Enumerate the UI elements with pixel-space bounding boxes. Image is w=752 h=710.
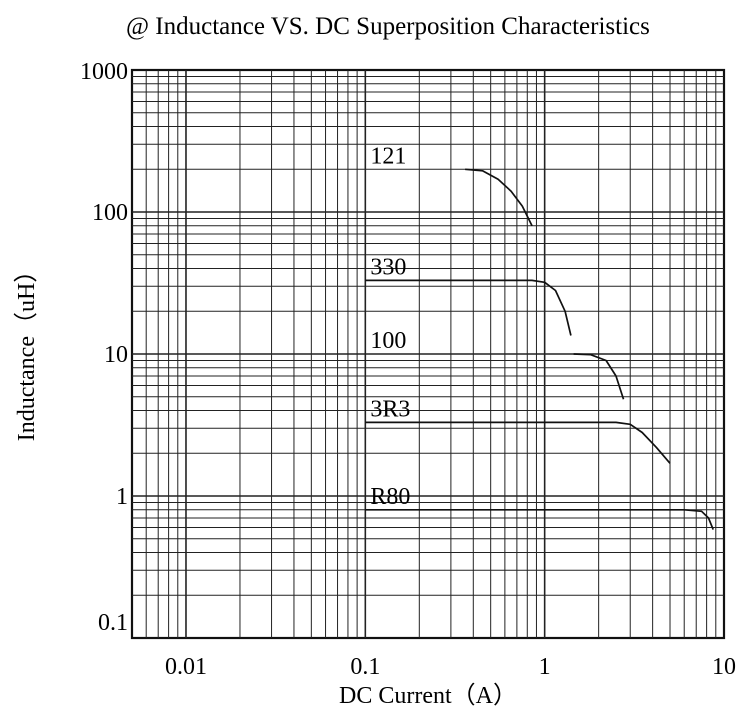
x-axis-label: DC Current（A）	[339, 683, 517, 709]
y-axis-label: Inductance（uH）	[14, 259, 40, 442]
series-labels: 121 330 100 3R3 R80	[370, 143, 410, 510]
grid	[132, 70, 724, 638]
x-tick-label: 0.1	[350, 654, 380, 680]
series-label-330: 330	[370, 254, 406, 280]
y-tick-label: 10	[104, 342, 128, 368]
y-tick-label: 1000	[80, 59, 128, 85]
series-line-3R3	[365, 421, 671, 464]
y-tick-label: 1	[116, 484, 128, 510]
x-tick-label: 0.01	[165, 654, 207, 680]
y-tick-label: 100	[92, 200, 128, 226]
chart-title: @ Inductance VS. DC Superposition Charac…	[126, 13, 650, 40]
series-line-121	[465, 168, 533, 227]
series-curves	[365, 168, 714, 530]
x-tick-label: 1	[539, 654, 551, 680]
series-label-121: 121	[370, 143, 406, 169]
series-line-R80	[365, 508, 714, 530]
series-line-100	[573, 353, 625, 400]
tick-labels: 0.01 0.1 1 10 1000 100 10 1 0.1	[80, 59, 736, 680]
x-tick-label: 10	[712, 654, 736, 680]
series-label-100: 100	[370, 328, 406, 354]
series-label-3R3: 3R3	[370, 396, 410, 422]
y-tick-label: 0.1	[98, 610, 128, 636]
series-label-R80: R80	[370, 484, 410, 510]
series-line-330	[365, 279, 572, 336]
